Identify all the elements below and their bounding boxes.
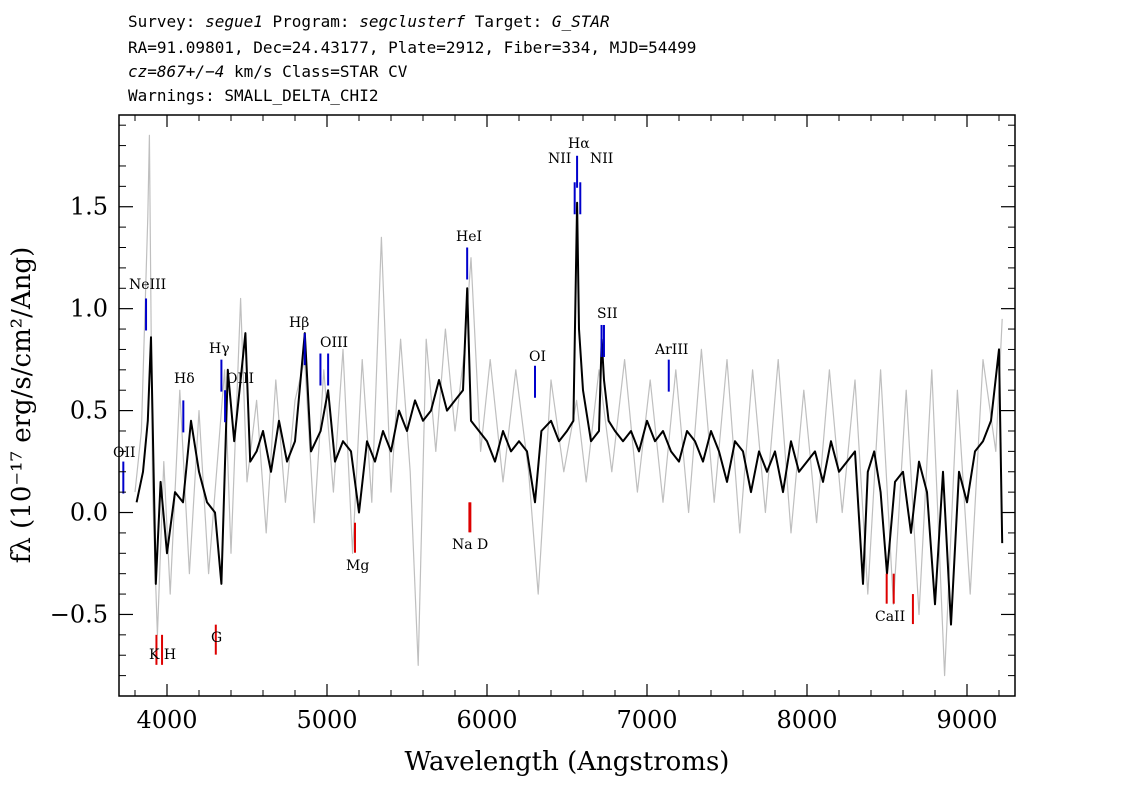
target-label: Target: <box>465 12 552 31</box>
label-nii-6583: NII <box>590 151 613 167</box>
target-value: G_STAR <box>551 12 610 31</box>
x-tick-label: 7000 <box>616 706 677 734</box>
label-neiii: NeIII <box>129 277 166 293</box>
label-ariii: ArIII <box>654 342 688 358</box>
redshift-value: cz=867+/−4 <box>128 62 225 81</box>
label-caii: CaII <box>875 609 905 625</box>
y-tick-label: −0.5 <box>50 600 108 628</box>
program-label: Program: <box>262 12 360 31</box>
label-halpha: Hα <box>568 136 590 152</box>
x-tick-label: 8000 <box>776 706 837 734</box>
header-line-4: Warnings: SMALL_DELTA_CHI2 <box>128 86 379 105</box>
line-markers <box>122 155 914 665</box>
label-mg: Mg <box>346 558 369 574</box>
y-tick-label: 1.5 <box>70 193 108 221</box>
line-labels: OII NeIII Hδ Hγ OIII Hβ OIII HeI OI NII … <box>113 136 905 663</box>
axis-ticks: 4000 5000 6000 7000 8000 9000 −0.5 0.0 0.5 1.0 1.5 <box>50 115 1015 734</box>
header-line-1: Survey: segue1 Program: segclusterf Targ… <box>128 12 610 32</box>
label-hdelta: Hδ <box>174 371 195 387</box>
label-oiii-5007: OIII <box>320 335 348 351</box>
label-nad: Na D <box>452 537 488 553</box>
label-nii-6548: NII <box>548 151 571 167</box>
survey-label: Survey: <box>128 12 206 31</box>
label-hei: HeI <box>456 229 482 245</box>
label-oii: OII <box>113 445 136 461</box>
plot-frame <box>118 114 1016 697</box>
error-line <box>134 134 1003 677</box>
label-oiii-4363: OIII <box>226 371 254 387</box>
label-oi: OI <box>529 349 546 365</box>
class-value: km/s Class=STAR CV <box>224 62 408 81</box>
program-value: segclusterf <box>359 12 466 31</box>
x-tick-label: 6000 <box>456 706 517 734</box>
label-hbeta: Hβ <box>289 315 309 331</box>
y-tick-label: 0.5 <box>70 397 108 425</box>
x-tick-label: 5000 <box>296 706 357 734</box>
x-axis-label: Wavelength (Angstroms) <box>405 747 730 777</box>
label-hgamma: Hγ <box>209 341 230 357</box>
flux-line <box>135 201 1004 626</box>
header-line-3: cz=867+/−4 km/s Class=STAR CV <box>128 62 407 82</box>
x-tick-label: 9000 <box>936 706 997 734</box>
y-tick-label: 1.0 <box>70 295 108 323</box>
error-series <box>134 134 1003 677</box>
label-kh: K H <box>149 647 176 663</box>
label-sii: SII <box>597 306 618 322</box>
header-line-2: RA=91.09801, Dec=24.43177, Plate=2912, F… <box>128 38 697 57</box>
flux-series <box>135 201 1004 626</box>
label-g: G <box>211 630 222 646</box>
y-axis-label: fλ (10⁻¹⁷ erg/s/cm²/Ang) <box>7 247 37 563</box>
survey-value: segue1 <box>205 12 263 31</box>
y-tick-label: 0.0 <box>70 499 108 527</box>
x-tick-label: 4000 <box>136 706 197 734</box>
